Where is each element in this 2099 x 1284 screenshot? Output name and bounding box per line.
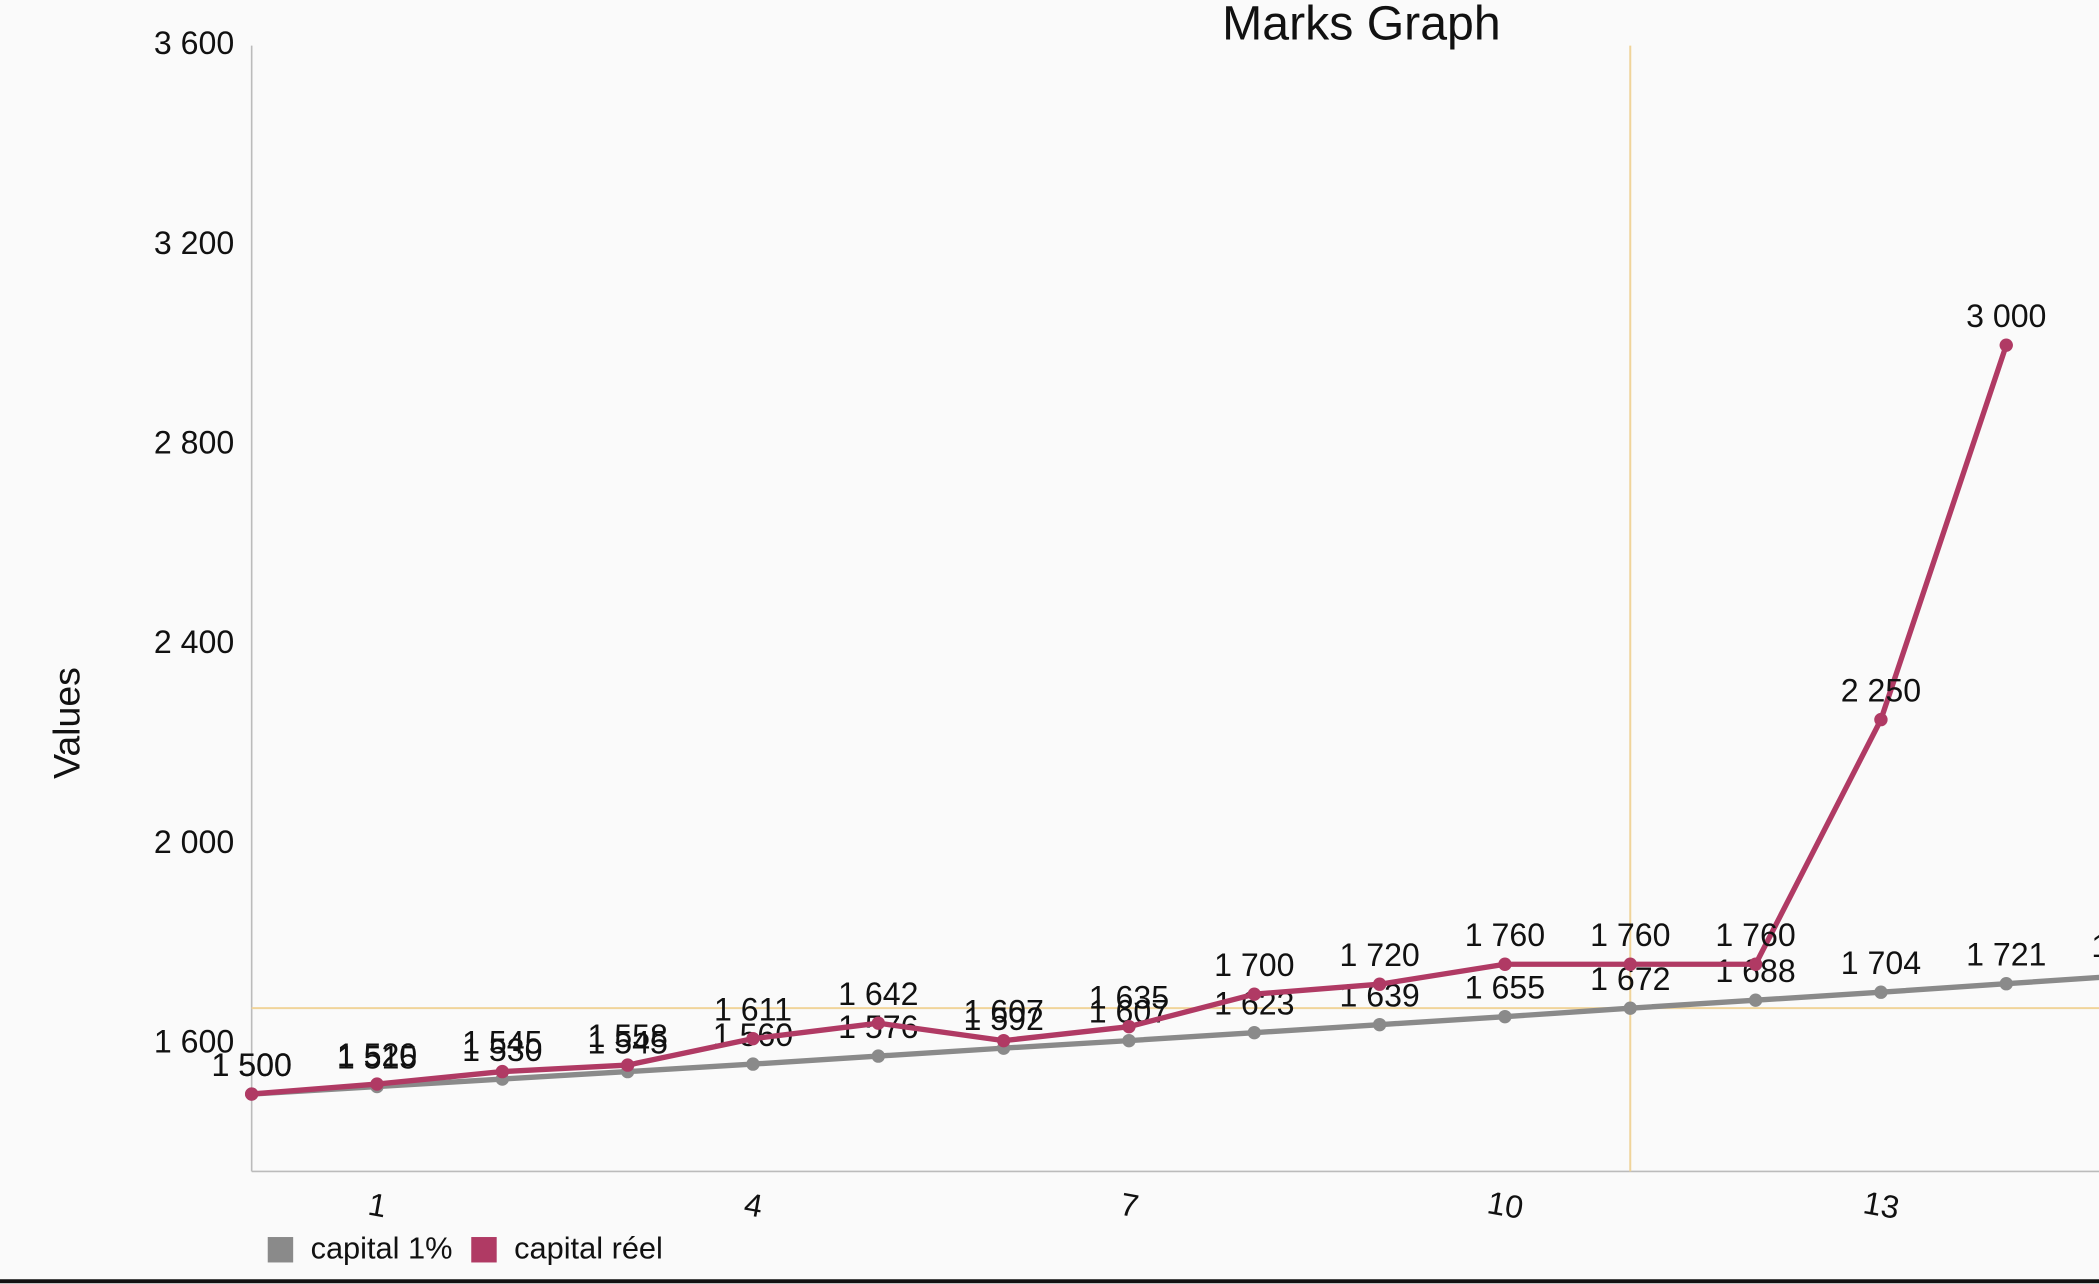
data-point [871, 1016, 885, 1030]
data-label: 1 721 [1966, 936, 2046, 972]
x-tick-label: 10 [1485, 1184, 1526, 1226]
x-tick-label: 7 [1117, 1186, 1141, 1225]
legend-label: capital réel [514, 1231, 663, 1266]
data-label: 1 545 [587, 1024, 667, 1060]
data-label: 1 592 [963, 1001, 1043, 1037]
data-point [871, 1049, 885, 1063]
data-point [1372, 977, 1387, 991]
chart-title: Marks Graph [1222, 0, 1501, 51]
data-label: 1 704 [1841, 945, 1921, 981]
plot: 1 500 1 515 1 530 1 545 1 560 1 576 1 592 1 607… [211, 298, 2099, 1101]
y-tick-label: 3 200 [154, 225, 234, 261]
x-tick-label: 4 [741, 1186, 765, 1225]
legend-swatch [267, 1237, 294, 1263]
y-tick-label: 1 600 [154, 1024, 234, 1060]
data-label: 1 520 [337, 1037, 417, 1073]
data-point [1999, 977, 2013, 991]
data-point [746, 1057, 760, 1071]
data-point [996, 1033, 1011, 1048]
data-point [620, 1058, 635, 1072]
series-line [251, 974, 2099, 1097]
data-point [1498, 1009, 1512, 1024]
data-point [1999, 338, 2013, 352]
data-label: 1 545 [462, 1024, 542, 1060]
y-axis-label: Values [46, 667, 88, 779]
data-point [244, 1087, 259, 1101]
data-point [370, 1077, 384, 1091]
data-point [1748, 957, 1763, 971]
data-label: 1 700 [1214, 947, 1294, 983]
x-tick-label: 1 [366, 1186, 390, 1225]
legend-swatch [471, 1237, 497, 1263]
data-point [1623, 957, 1637, 971]
data-label: 1 720 [1339, 937, 1419, 973]
data-label: 1 515 [337, 1039, 417, 1075]
data-label: 1 738 [2091, 928, 2099, 964]
data-point [1748, 993, 1763, 1007]
x-tick-label: 13 [1861, 1184, 1902, 1226]
data-label: 1 760 [1590, 917, 1670, 953]
y-tick-label: 3 600 [154, 25, 234, 61]
data-label: 1 760 [1715, 917, 1795, 953]
data-label: 2 250 [1841, 672, 1921, 708]
data-point [1874, 985, 1888, 999]
data-point [1247, 1025, 1261, 1040]
data-point [495, 1064, 510, 1079]
data-point [1122, 1019, 1136, 1034]
data-point [1247, 987, 1261, 1001]
data-point [746, 1031, 760, 1046]
data-label: 1 607 [963, 993, 1043, 1029]
data-label: 1 530 [462, 1032, 542, 1068]
data-label: 1 500 [211, 1047, 291, 1083]
data-label: 1 635 [1089, 979, 1169, 1015]
data-point [1122, 1033, 1136, 1048]
data-label: 1 611 [714, 991, 792, 1027]
data-label: 3 000 [1966, 298, 2046, 334]
y-tick-label: 2 400 [154, 624, 234, 660]
data-label: 1 642 [838, 976, 918, 1012]
legend-label: capital 1% [311, 1231, 453, 1266]
data-label: 1 760 [1465, 917, 1545, 953]
data-point [1874, 712, 1888, 727]
y-tick-label: 2 000 [154, 824, 234, 860]
data-label: 1 558 [587, 1018, 667, 1054]
data-label: 1 500 [211, 1047, 291, 1083]
y-tick-label: 2 800 [154, 425, 234, 461]
data-point [1623, 1001, 1637, 1015]
data-point [1372, 1017, 1387, 1032]
data-label: 1 655 [1465, 969, 1545, 1005]
data-point [1498, 957, 1512, 971]
